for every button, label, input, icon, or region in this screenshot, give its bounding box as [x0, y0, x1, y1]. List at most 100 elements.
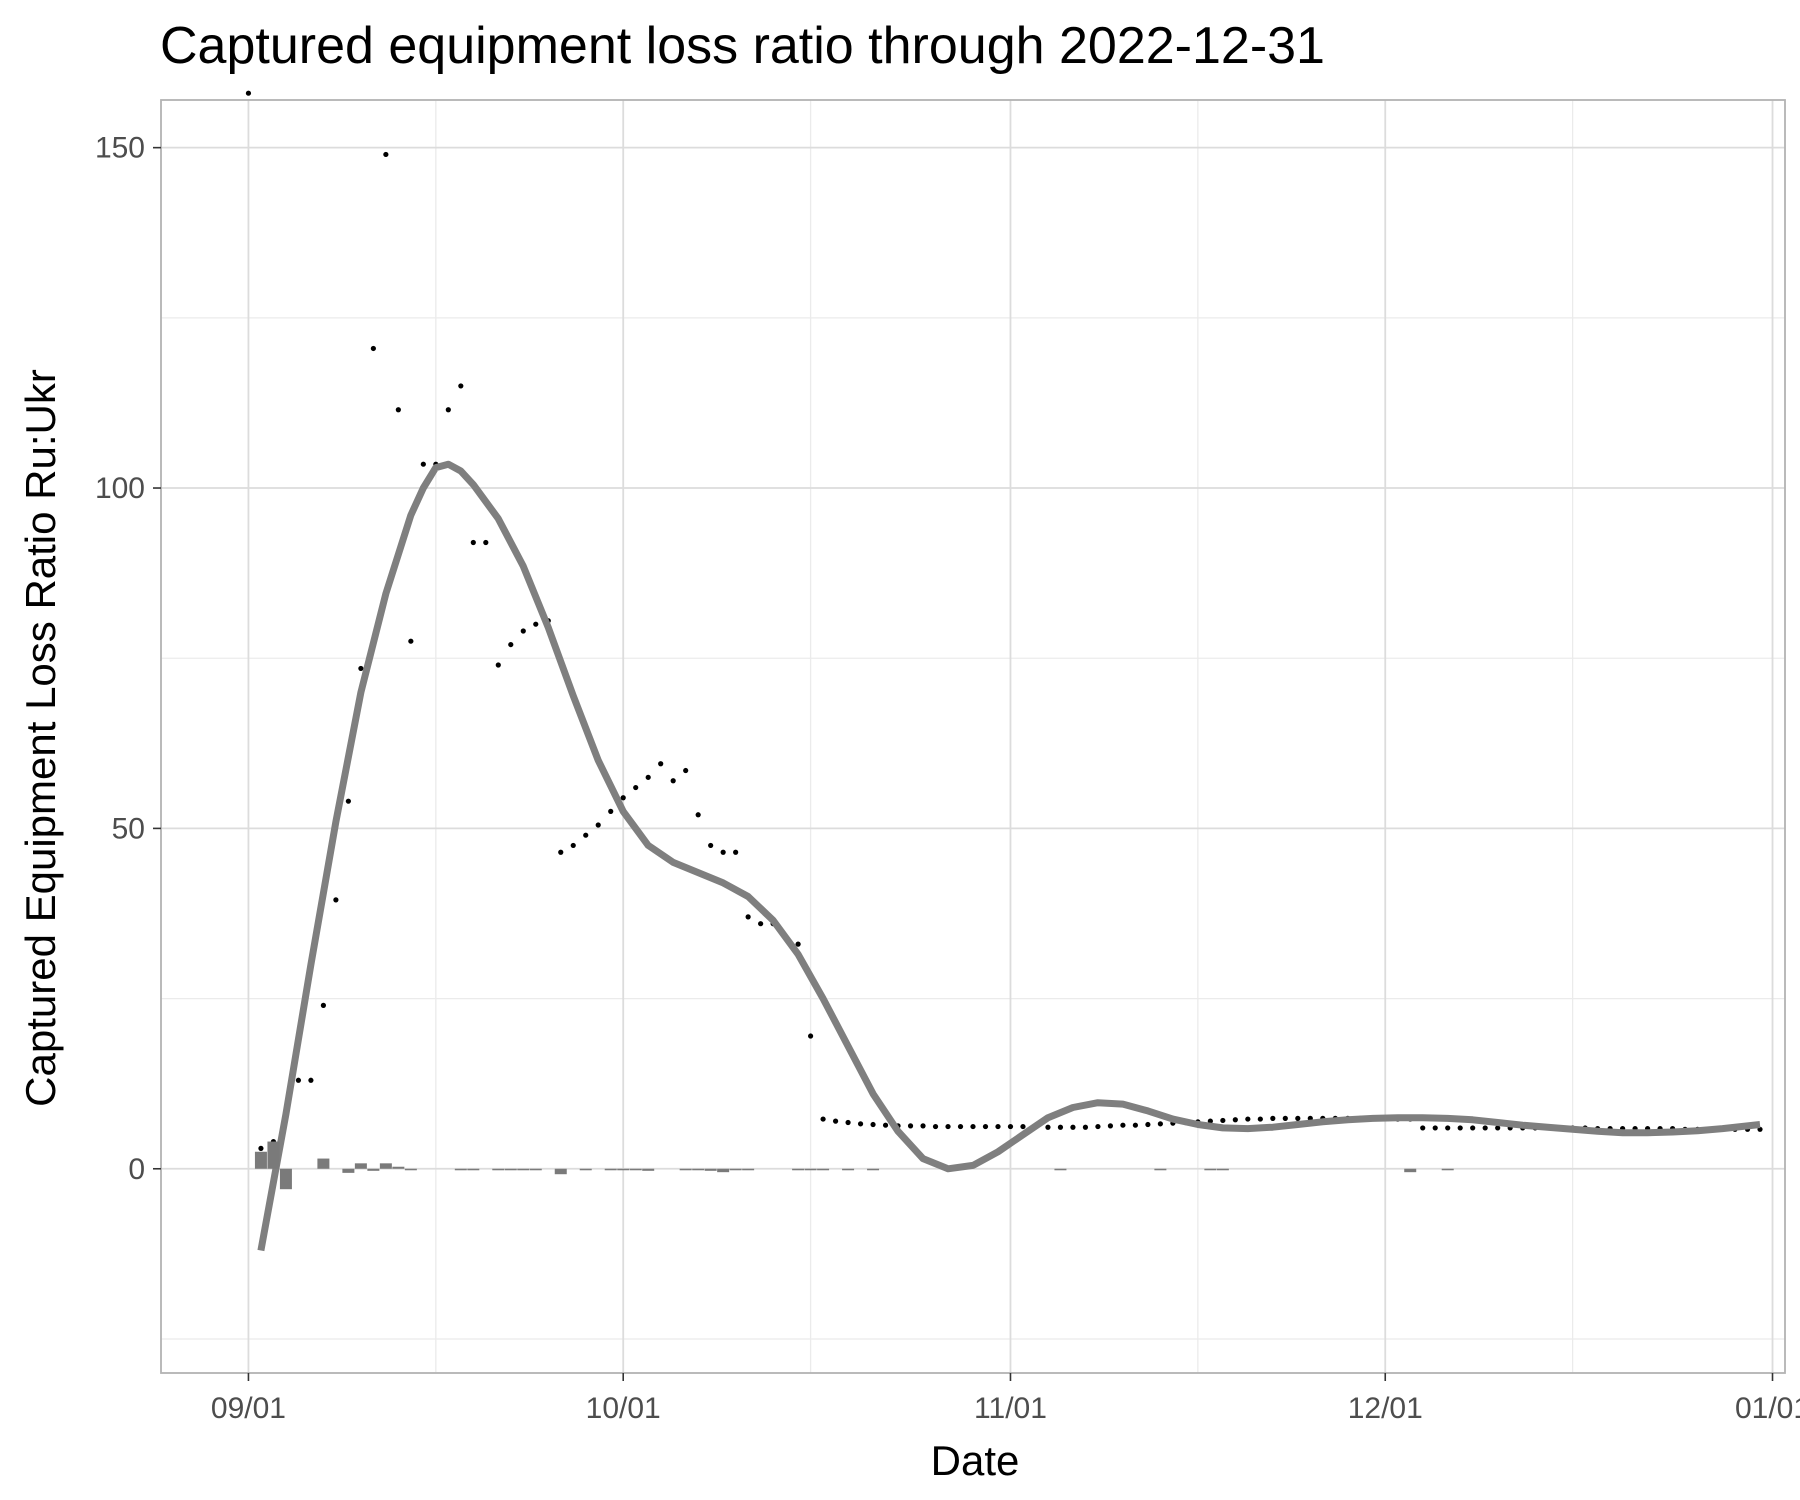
x-axis-label: Date [931, 1437, 1020, 1484]
data-point [1145, 1121, 1151, 1128]
bar [554, 1168, 567, 1175]
bar [729, 1168, 742, 1171]
bar [367, 1168, 380, 1171]
x-tick-label: 09/01 [211, 1392, 286, 1425]
data-point [1270, 1115, 1276, 1121]
data-point [1495, 1125, 1501, 1131]
x-tick-label: 01/01 [1735, 1392, 1800, 1425]
data-point [508, 641, 514, 648]
bar [617, 1168, 630, 1171]
data-point [1045, 1124, 1051, 1130]
data-point [1057, 1124, 1064, 1130]
data-point [558, 849, 564, 855]
x-tick-label: 12/01 [1348, 1392, 1423, 1425]
bar [717, 1168, 730, 1173]
data-point [1207, 1118, 1213, 1124]
bar [279, 1168, 292, 1190]
bar [379, 1163, 392, 1169]
bar [467, 1168, 480, 1171]
data-point [1082, 1124, 1089, 1130]
x-tick-label: 10/01 [586, 1392, 661, 1425]
data-point [882, 1122, 889, 1128]
data-point [1095, 1123, 1101, 1130]
data-point [1107, 1123, 1114, 1129]
data-point [695, 812, 701, 818]
data-point [483, 539, 489, 546]
bar [642, 1168, 655, 1171]
data-point [370, 345, 376, 352]
data-point [608, 808, 614, 814]
data-point [1295, 1115, 1301, 1121]
data-point [420, 461, 426, 467]
data-point [1132, 1122, 1138, 1128]
data-point [970, 1123, 976, 1130]
bar [492, 1168, 505, 1171]
bar [1441, 1168, 1454, 1171]
data-point [245, 90, 252, 96]
data-point [645, 774, 651, 780]
data-point [808, 1033, 814, 1039]
data-point [458, 383, 464, 389]
plot-area: 0 50 100 150 09/01 10/01 11/01 12/01 01/01 [95, 90, 1800, 1425]
y-tick-label: 50 [112, 812, 145, 845]
data-point [395, 407, 401, 413]
data-point [620, 795, 626, 801]
data-point [1445, 1125, 1451, 1131]
y-tick-label: 100 [95, 472, 145, 505]
data-point [1257, 1116, 1263, 1122]
data-point [533, 621, 539, 627]
bar [1054, 1168, 1067, 1171]
data-point [982, 1123, 989, 1130]
bar [629, 1168, 642, 1171]
bar [1204, 1168, 1217, 1171]
data-point [1232, 1117, 1238, 1123]
data-point [907, 1123, 914, 1129]
data-point [683, 767, 689, 774]
bar [804, 1168, 817, 1171]
bar [1404, 1168, 1417, 1173]
bar [517, 1168, 530, 1171]
data-point [795, 941, 801, 947]
data-point [1420, 1125, 1426, 1131]
data-point [733, 849, 739, 855]
data-point [670, 778, 676, 784]
data-point [870, 1121, 876, 1128]
bar [267, 1141, 280, 1169]
bar [254, 1151, 267, 1169]
bar [392, 1166, 405, 1169]
data-point [1007, 1123, 1014, 1130]
data-point [383, 151, 389, 158]
bar [867, 1168, 880, 1171]
data-point [345, 798, 351, 804]
data-point [708, 842, 714, 849]
bar [579, 1168, 592, 1171]
data-point [495, 662, 501, 668]
data-point [745, 914, 751, 920]
data-point [1157, 1121, 1163, 1127]
data-point [1070, 1124, 1076, 1130]
data-point [945, 1123, 951, 1130]
data-point [358, 665, 364, 672]
bar [317, 1158, 330, 1169]
bar [529, 1168, 542, 1171]
data-point [408, 638, 414, 644]
chart-title: Captured equipment loss ratio through 20… [160, 17, 1325, 75]
bar [504, 1168, 517, 1171]
data-point [470, 539, 476, 546]
data-point [633, 784, 639, 791]
data-point [920, 1123, 926, 1129]
bar [404, 1168, 417, 1171]
bar [692, 1168, 705, 1171]
data-point [720, 849, 726, 855]
data-point [595, 822, 601, 828]
data-point [1470, 1125, 1476, 1131]
data-point [570, 842, 576, 849]
data-point [1220, 1117, 1226, 1124]
x-tick-label: 11/01 [974, 1392, 1047, 1425]
bar [604, 1168, 617, 1171]
bar [817, 1168, 830, 1171]
data-point [820, 1116, 826, 1122]
